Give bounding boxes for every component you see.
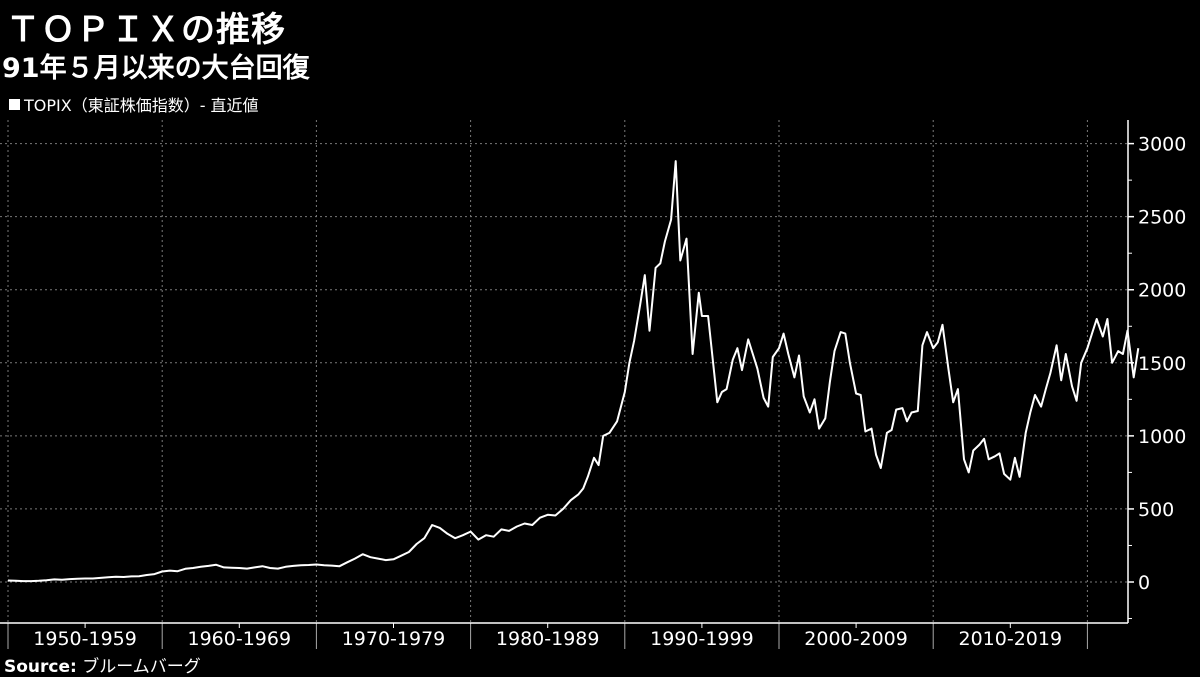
x-tick-label: 1960-1969 (188, 628, 292, 650)
legend-label: TOPIX（東証株価指数）- 直近値 (24, 96, 259, 115)
source-label: Source: (4, 657, 77, 677)
chart-subtitle: 91年５月以来の大台回復 (2, 53, 310, 84)
grid-lines (0, 120, 1128, 623)
x-tick-label: 1950-1959 (33, 628, 137, 650)
y-tick-label: 3000 (1138, 134, 1186, 156)
y-tick-label: 2000 (1138, 280, 1186, 302)
legend-swatch (9, 98, 20, 110)
axes (0, 120, 1134, 649)
y-tick-label: 1000 (1138, 426, 1186, 448)
legend: TOPIX（東証株価指数）- 直近値 (9, 92, 259, 116)
y-tick-label: 500 (1138, 499, 1174, 521)
source-note: Source: ブルームバーグ (4, 652, 201, 677)
x-tick-label: 2010-2019 (959, 628, 1063, 650)
y-tick-label: 1500 (1138, 353, 1186, 375)
topix-line (7, 160, 1140, 583)
y-axis-ticks: 0 500 1000 1500 2000 2500 3000 (1138, 134, 1186, 594)
x-axis-ticks: 1950-1959 1960-1969 1970-1979 1980-1989 1990… (33, 628, 1062, 650)
y-tick-label: 0 (1138, 572, 1150, 594)
source-value: ブルームバーグ (82, 657, 201, 677)
x-tick-label: 2000-2009 (804, 628, 908, 650)
y-tick-label: 2500 (1138, 207, 1186, 229)
chart-title: ＴＯＰＩＸの推移 (6, 10, 286, 50)
x-tick-label: 1990-1999 (650, 628, 754, 650)
x-tick-label: 1980-1989 (496, 628, 600, 650)
x-tick-label: 1970-1979 (342, 628, 446, 650)
